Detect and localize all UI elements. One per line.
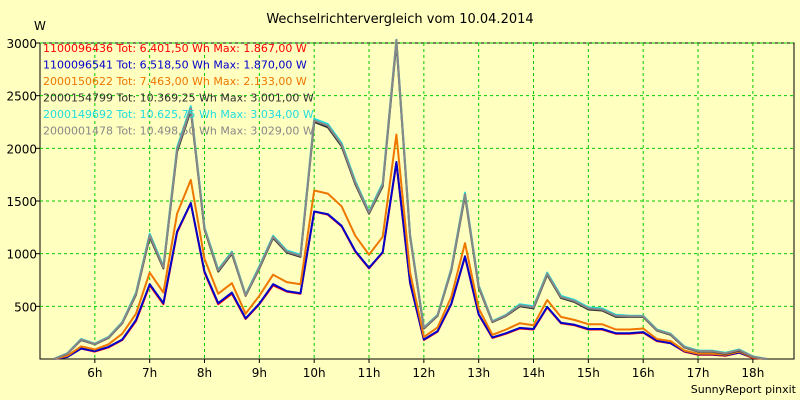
- series-line-1: [53, 161, 767, 360]
- x-tick-label: 12h: [412, 366, 435, 380]
- y-tick-label: 3000: [6, 37, 37, 51]
- grid-lines: [40, 42, 794, 359]
- y-tick-label: 500: [14, 300, 37, 314]
- legend-entry-3: 2000154799 Tot: 10.369,25 Wh Max: 3.001,…: [43, 92, 314, 105]
- series-lines: [53, 38, 767, 360]
- legend-entry-1: 1100096541 Tot: 6.518,50 Wh Max: 1.870,0…: [43, 59, 307, 72]
- x-tick-label: 15h: [577, 366, 600, 380]
- y-axis-label: W: [34, 19, 46, 33]
- legend-entry-4: 2000149692 Tot: 10.625,75 Wh Max: 3.034,…: [43, 108, 314, 121]
- series-line-2: [53, 133, 767, 360]
- legend: 1100096436 Tot: 6.401,50 Wh Max: 1.867,0…: [43, 42, 314, 138]
- x-tick-label: 7h: [142, 366, 157, 380]
- x-tick-label: 13h: [467, 366, 490, 380]
- legend-entry-0: 1100096436 Tot: 6.401,50 Wh Max: 1.867,0…: [43, 42, 307, 55]
- x-tick-label: 9h: [252, 366, 267, 380]
- chart-title: Wechselrichtervergleich vom 10.04.2014: [266, 12, 533, 27]
- series-line-5: [53, 38, 767, 360]
- footer-credit: SunnyReport pinxit: [691, 383, 797, 396]
- x-tick-label: 17h: [687, 366, 710, 380]
- legend-entry-5: 2000001478 Tot: 10.498,50 Wh Max: 3.029,…: [43, 125, 314, 138]
- legend-entry-2: 2000150622 Tot: 7.463,00 Wh Max: 2.133,0…: [43, 75, 307, 88]
- x-tick-label: 14h: [522, 366, 545, 380]
- y-tick-label: 2000: [6, 142, 37, 156]
- x-tick-label: 6h: [87, 366, 102, 380]
- y-tick-label: 2500: [6, 90, 37, 104]
- x-tick-label: 18h: [741, 366, 764, 380]
- x-tick-label: 16h: [632, 366, 655, 380]
- x-tick-label: 8h: [197, 366, 212, 380]
- y-tick-label: 1500: [6, 195, 37, 209]
- axis-ticks: 6h 7h 8h 9h 10h 11h 12h 13h 14h 15h 16h 17h 18h 500 10…: [6, 37, 764, 380]
- x-tick-label: 10h: [303, 366, 326, 380]
- y-tick-label: 1000: [6, 248, 37, 262]
- x-tick-label: 11h: [358, 366, 381, 380]
